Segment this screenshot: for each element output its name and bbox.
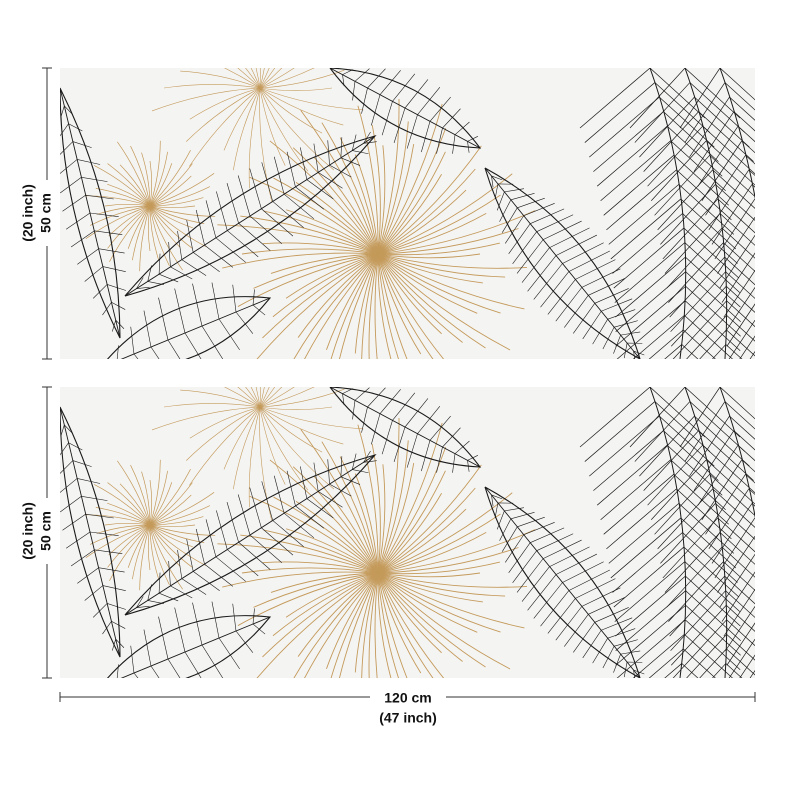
label-background xyxy=(370,689,446,707)
label-background xyxy=(20,488,38,574)
wallpaper-panel xyxy=(59,0,800,417)
width-cm: 120 cm xyxy=(384,690,431,706)
height-cm: 50 cm xyxy=(38,193,54,233)
height-inch: (20 inch) xyxy=(20,184,36,242)
label-background xyxy=(38,498,56,564)
label-background xyxy=(20,170,38,256)
height-cm: 50 cm xyxy=(38,511,54,551)
label-background xyxy=(38,180,56,246)
width-inch: (47 inch) xyxy=(379,710,437,726)
wallpaper-panel xyxy=(59,302,800,736)
height-inch: (20 inch) xyxy=(20,502,36,560)
